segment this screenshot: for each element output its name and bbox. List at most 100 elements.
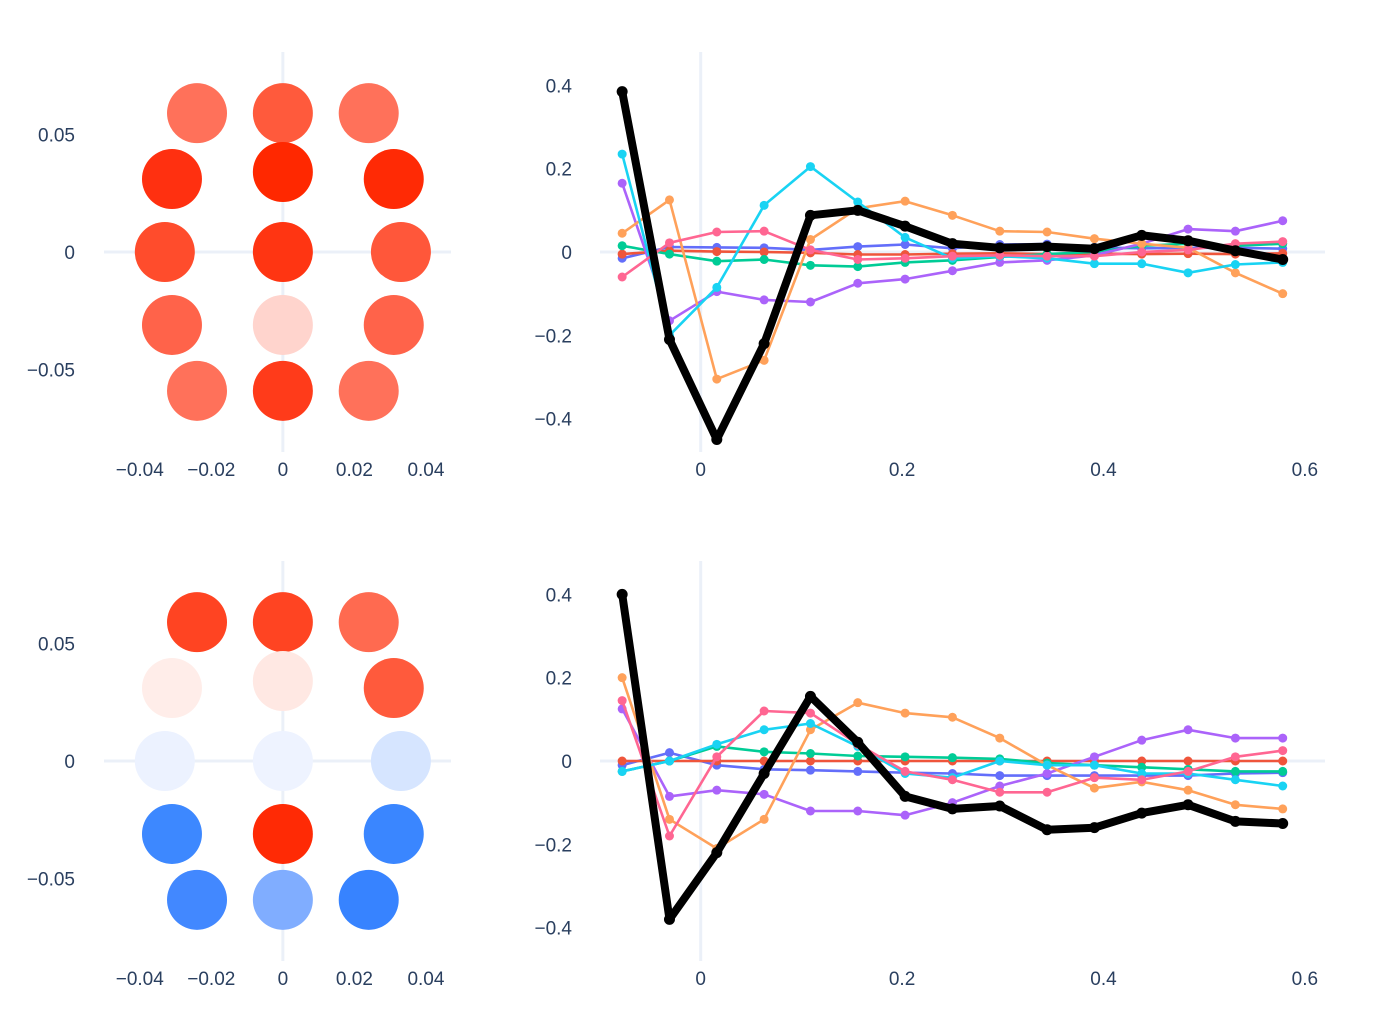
series-point (853, 751, 863, 761)
x-tick-label: 0.6 (1292, 460, 1318, 481)
series-point (1042, 251, 1052, 261)
series-point (805, 245, 815, 255)
series-point (1278, 756, 1288, 766)
electrode-marker (167, 83, 228, 144)
series-point (759, 255, 769, 264)
electrode-marker (252, 651, 313, 711)
x-tick-label: 0.4 (1090, 969, 1117, 990)
y-tick-label: −0.05 (27, 361, 75, 382)
electrode-marker (363, 658, 424, 719)
x-tick-label: 0.02 (336, 460, 373, 481)
series-point (852, 204, 864, 216)
series-point (1278, 237, 1288, 247)
series-point (1278, 781, 1288, 791)
series-point (616, 588, 628, 600)
series-point (1230, 260, 1240, 269)
y-tick-label: −0.4 (534, 410, 572, 431)
series-point (947, 712, 957, 722)
series-point (759, 200, 769, 210)
x-tick-label: 0.4 (1090, 460, 1117, 481)
x-tick-label: 0.2 (889, 460, 915, 481)
series-point (664, 195, 674, 205)
series-point (712, 739, 722, 749)
series-line (620, 198, 1284, 381)
series-point (853, 698, 863, 708)
series-point (617, 228, 627, 238)
series-point (1278, 766, 1288, 776)
y-tick-label: −0.4 (534, 919, 572, 940)
series-point (1230, 766, 1240, 776)
highlight-series-line (618, 87, 1287, 444)
series-point (1042, 760, 1052, 770)
series-point (852, 736, 864, 748)
electrode-marker (338, 592, 399, 653)
series-point (1136, 229, 1148, 241)
series-point (759, 355, 769, 365)
electrode-marker (141, 803, 202, 864)
series-point (804, 209, 816, 221)
series-point (759, 725, 769, 735)
series-point (664, 238, 674, 248)
series-point (947, 266, 957, 276)
series-point (1278, 804, 1288, 814)
y-tick-label: 0 (561, 752, 572, 773)
series-point (946, 803, 958, 815)
y-tick-label: 0.05 (38, 125, 75, 146)
series-point (663, 334, 675, 345)
electrode-marker (134, 222, 195, 282)
y-tick-label: −0.2 (534, 835, 572, 856)
y-tick-label: 0 (64, 752, 75, 773)
series-point (1183, 268, 1193, 278)
series-point (805, 260, 815, 270)
series-point (1088, 243, 1100, 255)
electrode-map-bottom: −0.04 −0.02 0 0.02 0.04 −0.05 0 0.05 (27, 561, 451, 990)
series-point (995, 250, 1005, 260)
series-point (711, 847, 723, 859)
series-point (1278, 289, 1288, 299)
series-point (853, 197, 863, 207)
x-tick-label: −0.02 (187, 460, 235, 481)
series-point (805, 756, 815, 766)
series-point (899, 790, 911, 802)
series-point (1137, 762, 1147, 772)
series-point (947, 251, 957, 261)
series-point (712, 752, 722, 762)
series-point (712, 227, 722, 237)
y-tick-label: 0.4 (546, 76, 573, 97)
electrode-marker (338, 83, 399, 144)
electrode-map-top: −0.04 −0.02 0 0.02 0.04 −0.05 0 0.05 (27, 52, 451, 481)
series-point (759, 247, 769, 257)
series-point (853, 806, 863, 816)
time-series-bottom: 0 0.2 0.4 0.6 −0.4 −0.2 0 0.2 0.4 (534, 561, 1325, 990)
y-tick-label: −0.2 (534, 326, 572, 347)
series-point (1041, 824, 1053, 836)
y-tick-label: 0.05 (38, 634, 75, 655)
series-point (1089, 783, 1099, 793)
series-point (1278, 746, 1288, 756)
electrode-marker (252, 222, 313, 282)
electrode-marker (370, 222, 431, 282)
series-point (899, 220, 911, 232)
electrode-marker (252, 83, 313, 144)
series-point (617, 149, 627, 159)
series-point (1042, 769, 1052, 778)
series-point (1230, 733, 1240, 743)
y-tick-label: 0 (64, 243, 75, 264)
series-point (1089, 760, 1099, 770)
series-point (1137, 247, 1147, 257)
electrode-marker (252, 294, 313, 355)
series-point (664, 831, 674, 841)
series-point (1182, 799, 1194, 811)
x-tick-label: −0.02 (187, 969, 235, 990)
x-tick-label: 0.02 (336, 969, 373, 990)
y-tick-label: 0 (561, 243, 572, 264)
electrode-marker (141, 658, 202, 719)
series-point (1137, 756, 1147, 766)
series-point (995, 787, 1005, 797)
series-point (712, 785, 722, 795)
x-tick-label: 0.2 (889, 969, 915, 990)
series-point (617, 178, 627, 188)
series-point (664, 748, 674, 758)
electrode-marker (167, 869, 228, 930)
series-point (1230, 800, 1240, 810)
